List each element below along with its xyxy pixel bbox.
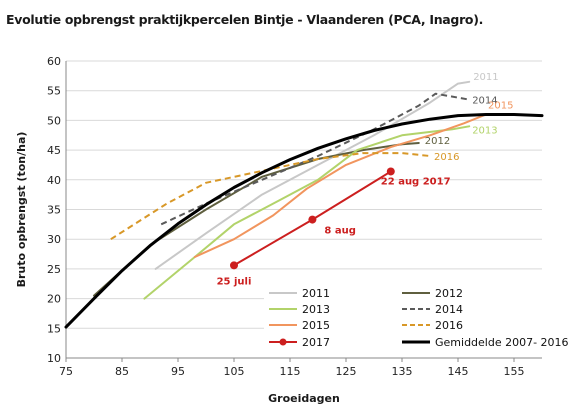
annotations: 25 juli 8 aug 22 aug 2017: [217, 176, 451, 287]
legend-label-2017: 2017: [302, 336, 330, 349]
series-line-2013: [143, 125, 471, 300]
annotation-22-aug-2017: 22 aug 2017: [381, 176, 451, 187]
end-label-2014: 2014: [472, 96, 497, 107]
axis-titles: Groeidagen Bruto opbrengst (ton/ha): [15, 132, 340, 405]
end-label-2015: 2015: [488, 100, 513, 111]
legend: 2011 2012 2013 2014 2015 2016 2017 Gemiddelde 2…: [264, 281, 569, 354]
end-label-2011: 2011: [473, 72, 498, 83]
y-tick-label-60: 60: [47, 55, 61, 68]
x-tick-label-95: 95: [171, 365, 185, 378]
y-tick-label-55: 55: [47, 85, 61, 98]
x-tick-label-125: 125: [336, 365, 357, 378]
y-tick-label-45: 45: [47, 144, 61, 157]
x-tick-label-105: 105: [224, 365, 245, 378]
x-tick-label-145: 145: [448, 365, 469, 378]
end-label-2013: 2013: [472, 125, 497, 136]
series-line-2011: [154, 80, 471, 270]
legend-label-2011: 2011: [302, 287, 330, 300]
y-tick-label-50: 50: [47, 114, 61, 127]
x-tick-label-75: 75: [59, 365, 73, 378]
y-tick-label-35: 35: [47, 204, 61, 217]
series-line-2012: [93, 142, 420, 297]
legend-label-2012: 2012: [435, 287, 463, 300]
point-2017-2: [386, 167, 395, 176]
end-label-2016: 2016: [434, 152, 459, 163]
legend-marker-2017: [279, 338, 287, 346]
legend-label-2014: 2014: [435, 303, 463, 316]
annotation-25-juli: 25 juli: [217, 276, 252, 287]
x-axis-title: Groeidagen: [268, 392, 340, 405]
y-tick-label-30: 30: [47, 233, 61, 246]
y-tick-label-15: 15: [47, 322, 61, 335]
series-line-2015: [193, 113, 487, 258]
series-line-2014: [160, 92, 470, 226]
legend-label-gemiddelde-2007-2016: Gemiddelde 2007- 2016: [435, 336, 569, 349]
series-line-gemiddelde-2007-2016: [64, 113, 544, 329]
end-label-2012: 2012: [425, 136, 450, 147]
axis-ticks: 10 15 20 25 30 35 40 45 50 55 60 75 85 95 105 115 125 135…: [47, 55, 525, 378]
x-tick-label-135: 135: [392, 365, 413, 378]
x-tick-label-155: 155: [504, 365, 525, 378]
annotation-8-aug: 8 aug: [324, 226, 355, 237]
legend-label-2015: 2015: [302, 319, 330, 332]
point-2017-0: [230, 261, 238, 270]
series-line-2016: [110, 152, 431, 241]
x-tick-label-85: 85: [115, 365, 129, 378]
point-2017-1: [308, 215, 317, 224]
chart-title: Evolutie opbrengst praktijkpercelen Bint…: [6, 12, 484, 27]
y-tick-label-10: 10: [47, 352, 61, 365]
y-tick-label-20: 20: [47, 293, 61, 306]
legend-label-2013: 2013: [302, 303, 330, 316]
legend-label-2016: 2016: [435, 319, 463, 332]
y-tick-label-40: 40: [47, 174, 61, 187]
y-axis-title: Bruto opbrengst (ton/ha): [15, 132, 28, 288]
x-tick-label-115: 115: [280, 365, 301, 378]
y-tick-label-25: 25: [47, 263, 61, 276]
